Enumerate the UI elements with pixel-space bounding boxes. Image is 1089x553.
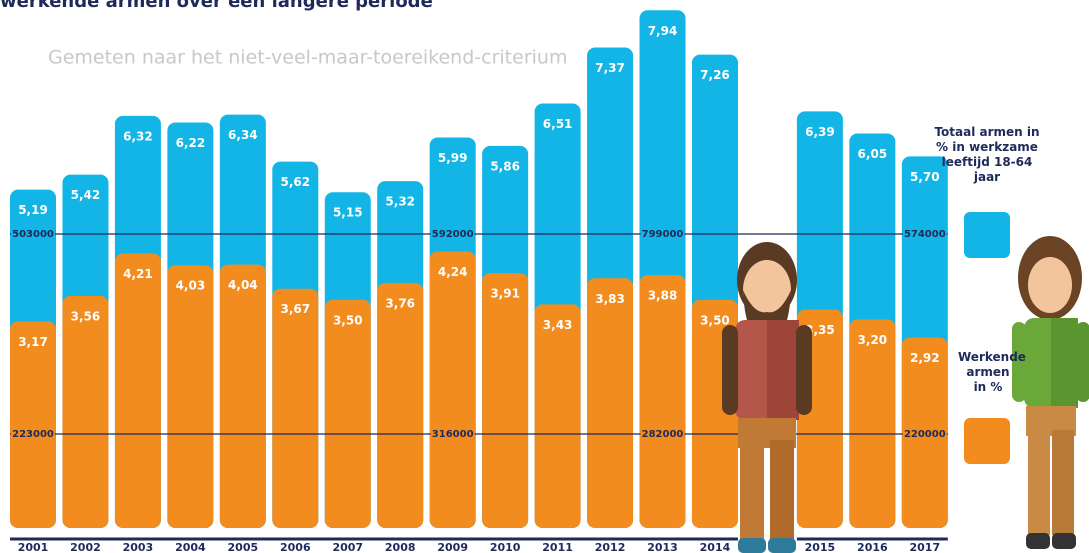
x-tick-label: 2011 — [542, 541, 573, 553]
bar — [220, 265, 266, 528]
value-label: 6,05 — [858, 147, 888, 161]
value-label: 6,39 — [805, 125, 835, 139]
x-tick-label: 2003 — [123, 541, 154, 553]
value-label: 5,42 — [71, 188, 101, 202]
value-label: 4,03 — [176, 279, 206, 293]
value-label: 4,24 — [438, 265, 468, 279]
value-label: 5,15 — [333, 206, 363, 220]
reference-label: 799000 — [642, 229, 684, 240]
value-label: 3,50 — [333, 313, 363, 327]
page: {"chart_data": {"type": "bar", "title": … — [0, 0, 1089, 553]
bar — [430, 252, 476, 528]
x-tick-label: 2006 — [280, 541, 311, 553]
x-tick-label: 2009 — [437, 541, 468, 553]
x-tick-label: 2008 — [385, 541, 416, 553]
x-axis: 2001 2002 2003 2004 2005 2006 2007 2008 2009 2010… — [10, 539, 948, 553]
value-label: 5,19 — [18, 203, 48, 217]
bar — [849, 319, 895, 528]
value-label: 3,91 — [490, 287, 520, 301]
bar — [272, 289, 318, 528]
reference-label: 316000 — [432, 429, 474, 440]
legend-swatch — [964, 212, 1010, 258]
bar — [62, 296, 108, 528]
value-label: 2,92 — [910, 351, 940, 365]
value-label: 4,21 — [123, 267, 153, 281]
value-label: 5,32 — [385, 195, 415, 209]
x-tick-label: 2010 — [490, 541, 521, 553]
value-label: 7,94 — [648, 24, 678, 38]
x-tick-label: 2001 — [18, 541, 49, 553]
bar — [167, 265, 213, 528]
reference-label: 282000 — [642, 429, 684, 440]
chart: werkende armen over een langere periode … — [0, 0, 1089, 553]
x-tick-label: 2015 — [805, 541, 836, 553]
value-label: 6,22 — [176, 136, 206, 150]
value-label: 3,20 — [858, 333, 888, 347]
value-label: 5,86 — [490, 159, 520, 173]
chart-subtitle: Gemeten naar het niet-veel-maar-toereike… — [48, 47, 567, 69]
value-label: 3,50 — [700, 313, 730, 327]
bar — [115, 254, 161, 528]
value-label: 3,88 — [648, 289, 678, 303]
bars: 5,19 5,42 6,32 6,22 6,34 5,62 5,15 5,32 5,99 5,86… — [10, 10, 948, 528]
value-label: 3,67 — [280, 302, 310, 316]
x-tick-label: 2004 — [175, 541, 206, 553]
value-label: 3,76 — [385, 296, 415, 310]
x-tick-label: 2007 — [332, 541, 363, 553]
reference-label: 574000 — [904, 229, 946, 240]
value-label: 6,51 — [543, 117, 573, 131]
value-label: 3,43 — [543, 318, 573, 332]
value-label: 7,26 — [700, 68, 730, 82]
value-label: 3,83 — [595, 292, 625, 306]
value-label: 7,37 — [595, 61, 625, 75]
reference-label: 592000 — [432, 229, 474, 240]
woman-figure — [1012, 236, 1089, 549]
value-label: 3,56 — [71, 309, 101, 323]
reference-label: 503000 — [12, 229, 54, 240]
bar — [535, 304, 581, 528]
x-tick-label: 2016 — [857, 541, 888, 553]
bar — [640, 275, 686, 528]
value-label: 5,99 — [438, 151, 468, 165]
value-label: 6,34 — [228, 128, 258, 142]
bar — [377, 283, 423, 528]
value-label: 3,17 — [18, 335, 48, 349]
bar — [587, 278, 633, 528]
legend-label: Werkende armen in % — [958, 350, 1018, 395]
x-tick-label: 2012 — [595, 541, 626, 553]
legend-label: Totaal armen in % in werkzame leeftijd 1… — [932, 125, 1042, 185]
reference-label: 223000 — [12, 429, 54, 440]
x-tick-label: 2014 — [700, 541, 731, 553]
value-label: 6,32 — [123, 129, 153, 143]
x-tick-label: 2005 — [228, 541, 259, 553]
reference-label: 220000 — [904, 429, 946, 440]
value-label: 5,62 — [280, 175, 310, 189]
bar — [325, 300, 371, 528]
x-tick-label: 2017 — [910, 541, 941, 553]
bar — [10, 321, 56, 528]
x-tick-label: 2013 — [647, 541, 678, 553]
chart-title: werkende armen over een langere periode — [0, 0, 433, 12]
legend-swatch — [964, 418, 1010, 464]
x-tick-label: 2002 — [70, 541, 101, 553]
value-label: 4,04 — [228, 278, 258, 292]
bar — [482, 273, 528, 528]
